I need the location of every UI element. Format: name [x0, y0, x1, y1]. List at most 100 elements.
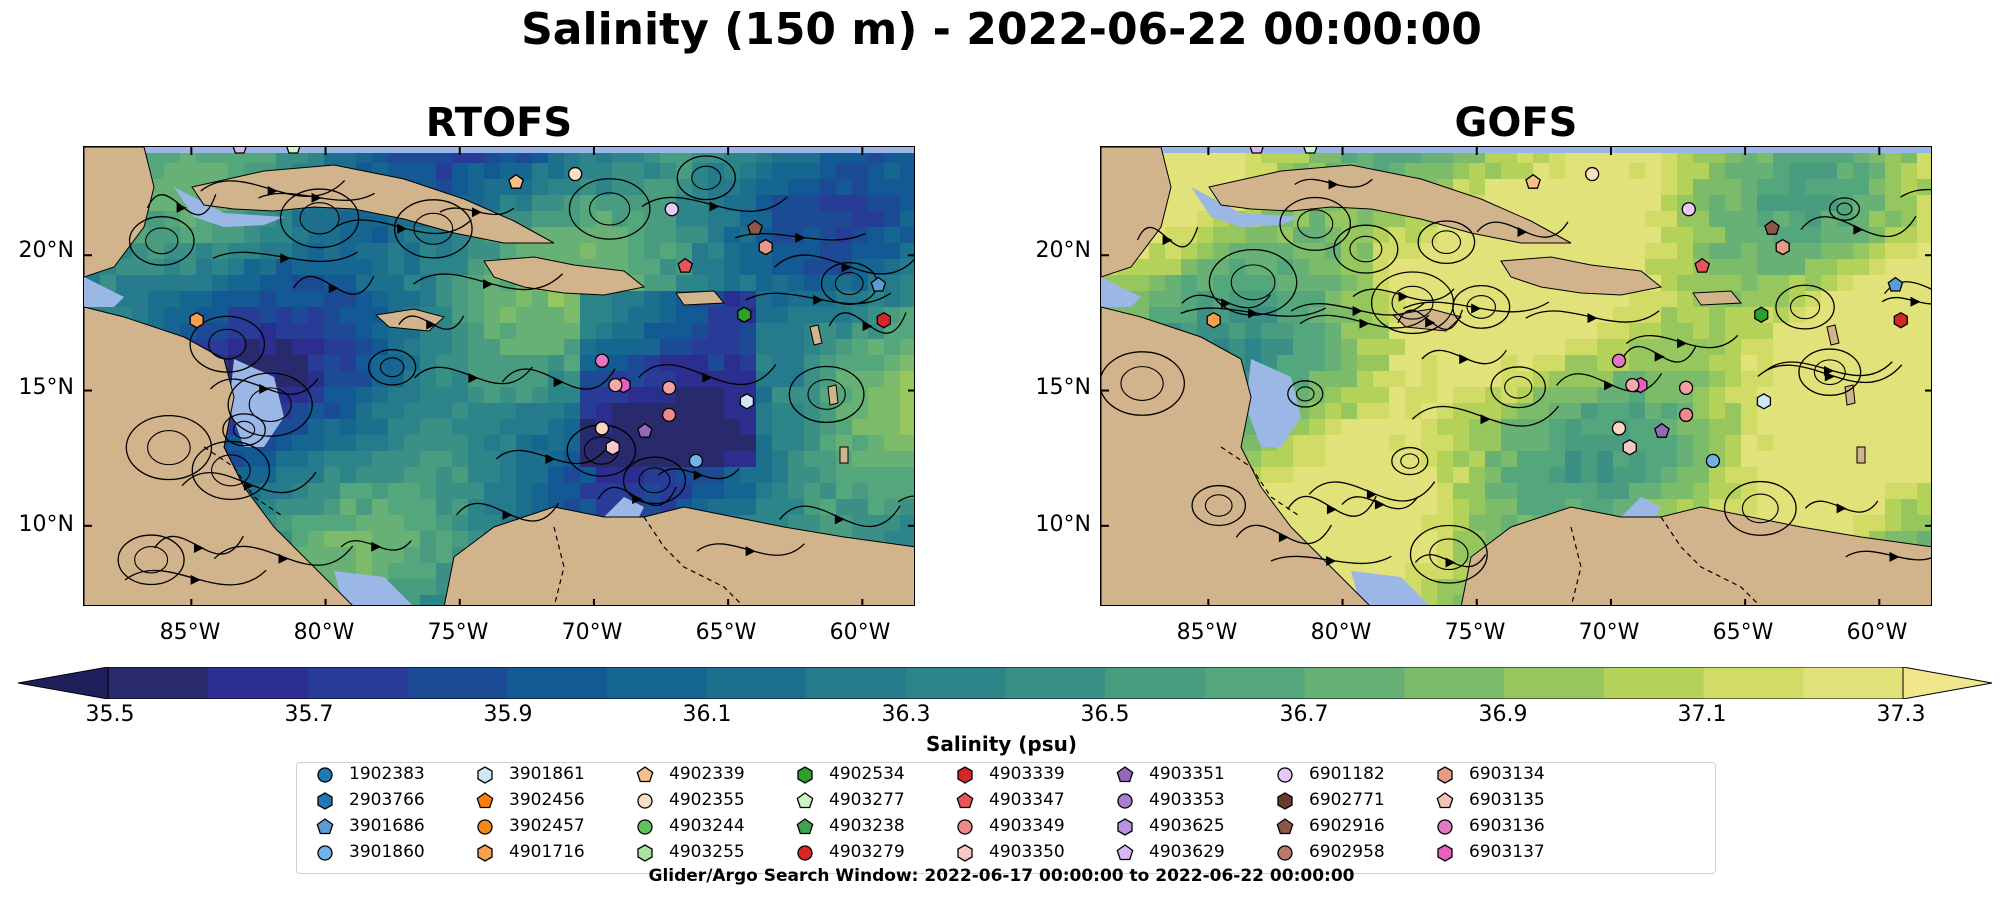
land-mass — [839, 446, 849, 464]
lon-tick-label: 70°W — [561, 620, 623, 645]
land-mass — [483, 256, 646, 296]
shelf-region — [84, 277, 124, 307]
profiler-marker — [661, 380, 677, 395]
legend-swatch — [1436, 792, 1454, 809]
rtofs-map — [83, 146, 915, 606]
legend-label: 4903277 — [829, 790, 905, 810]
legend-label: 4903244 — [669, 816, 745, 836]
panel-title-rtofs: RTOFS — [425, 100, 573, 146]
shelf-region — [1351, 571, 1429, 605]
legend-swatch — [956, 792, 974, 809]
axis-ticks — [1101, 147, 1931, 605]
legend-label: 3902456 — [509, 790, 585, 810]
legend-swatch — [637, 844, 653, 862]
profiler-marker-4903629 — [232, 147, 247, 154]
profiler-marker-3901686 — [1887, 276, 1904, 292]
land-mass — [1692, 290, 1743, 306]
pentagon-marker-icon — [1436, 792, 1454, 809]
search-window-note: Glider/Argo Search Window: 2022-06-17 00… — [648, 866, 1355, 886]
legend-swatch — [636, 766, 654, 783]
profiler-marker-4903339 — [876, 311, 891, 329]
colorbar-segment — [1504, 667, 1605, 699]
colorbar-tick: 35.7 — [284, 702, 334, 727]
profiler-marker-6902916 — [1764, 219, 1780, 235]
colorbar-tick: 36.5 — [1080, 702, 1130, 727]
legend-swatch — [1277, 767, 1293, 783]
colorbar-tick: 35.5 — [85, 702, 135, 727]
profiler-marker-4902534 — [737, 306, 752, 323]
legend-label: 2903766 — [349, 790, 425, 810]
legend-swatch — [477, 844, 493, 862]
profiler-marker — [608, 377, 623, 393]
colorbar — [17, 666, 1993, 703]
profiler-marker-6903134 — [758, 238, 773, 256]
profiler-marker-4903339 — [1893, 311, 1908, 329]
profiler-marker-4903351 — [637, 422, 653, 438]
profiler-marker-4903347 — [1694, 257, 1711, 273]
legend-label: 3902457 — [509, 816, 585, 836]
legend-swatch — [797, 766, 813, 784]
legend-label: 4903238 — [829, 816, 905, 836]
pentagon-marker-icon — [636, 766, 654, 783]
legend-label: 1902383 — [349, 764, 425, 784]
lon-tick-label: 85°W — [1176, 620, 1238, 645]
gofs-map-svg — [1101, 147, 1931, 605]
hexagon-marker-icon — [1277, 792, 1293, 810]
figure-title: Salinity (150 m) - 2022-06-22 00:00:00 — [521, 4, 1482, 55]
legend-swatch — [796, 792, 814, 809]
profiler-marker-4903350 — [1622, 439, 1637, 456]
circle-marker-icon — [1277, 845, 1293, 861]
legend-label: 3901686 — [349, 816, 425, 836]
legend-label: 4903629 — [1149, 842, 1225, 862]
profiler-marker-4901716 — [1206, 311, 1221, 329]
rtofs-map-svg — [84, 147, 914, 605]
colorbar-segment — [905, 667, 1006, 699]
lon-tick-label: 85°W — [159, 620, 221, 645]
colorbar-over-arrow — [1902, 666, 1993, 700]
colorbar-segment — [1603, 667, 1705, 699]
shelf-region — [84, 147, 914, 153]
legend-label: 6903135 — [1469, 790, 1545, 810]
legend-label: 6902771 — [1309, 790, 1385, 810]
legend-swatch — [796, 818, 814, 835]
colorbar-segment — [806, 667, 907, 699]
colorbar-segment — [506, 667, 608, 699]
circle-marker-icon — [1117, 793, 1133, 809]
lat-tick-label: 15°N — [18, 375, 74, 400]
legend-label: 4903350 — [989, 842, 1065, 862]
legend-swatch — [1117, 818, 1133, 836]
legend-swatch — [957, 766, 973, 784]
colorbar-tick: 36.1 — [682, 702, 732, 727]
legend-label: 4903625 — [1149, 816, 1225, 836]
legend-swatch — [957, 844, 973, 862]
pentagon-marker-icon — [316, 818, 334, 835]
colorbar-segment — [1105, 667, 1206, 699]
hexagon-marker-icon — [1117, 818, 1133, 836]
legend-label: 4903255 — [669, 842, 745, 862]
profiler-marker-6901182 — [1681, 202, 1696, 217]
land-mass — [1856, 446, 1866, 464]
profiler-marker — [1625, 377, 1640, 393]
profiler-marker-4903629 — [1249, 147, 1264, 154]
lon-tick-label: 80°W — [293, 620, 355, 645]
profiler-marker-4903350 — [605, 439, 620, 456]
pentagon-marker-icon — [796, 818, 814, 835]
profiler-marker-4902355 — [1584, 166, 1600, 182]
colorbar-segment — [407, 667, 508, 699]
land-mass — [1460, 506, 1931, 605]
legend-label: 4903279 — [829, 842, 905, 862]
colorbar-segment — [1803, 667, 1904, 699]
colorbar-under-arrow — [17, 666, 109, 700]
profiler-marker — [594, 421, 610, 436]
legend-swatch — [1116, 766, 1134, 783]
profiler-marker-4903351 — [1654, 422, 1670, 438]
legend-label: 6903137 — [1469, 842, 1545, 862]
legend-swatch — [316, 818, 334, 835]
profiler-marker-4902534 — [1754, 306, 1769, 323]
pentagon-marker-icon — [956, 792, 974, 809]
legend-label: 4901716 — [509, 842, 585, 862]
colorbar-segment — [108, 667, 209, 699]
legend-swatch — [1277, 792, 1293, 810]
pentagon-marker-icon — [1116, 766, 1134, 783]
profiler-marker-4902339 — [508, 173, 524, 189]
